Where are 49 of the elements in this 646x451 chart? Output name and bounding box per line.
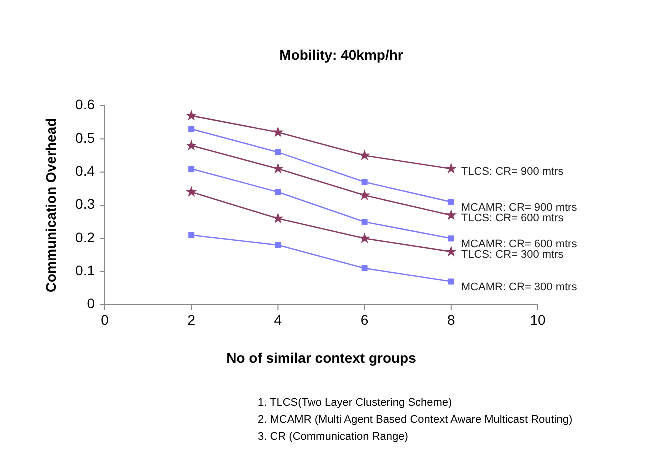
point xyxy=(362,219,368,226)
x-tick-label: 0 xyxy=(101,312,110,328)
x-tick-label: 6 xyxy=(360,312,369,328)
series-label: TLCS: CR= 600 mtrs xyxy=(461,212,564,224)
chart-title: Mobility: 40kmp/hr xyxy=(280,47,404,63)
point xyxy=(446,163,458,174)
point xyxy=(448,236,454,242)
y-tick-label: 0.1 xyxy=(76,262,96,279)
series-label: MCAMR: CR= 900 mtrs xyxy=(461,202,578,214)
y-tick-label: 0.4 xyxy=(76,163,96,180)
point xyxy=(275,149,282,156)
point xyxy=(448,278,454,285)
series-label: MCAMR: CR= 600 mtrs xyxy=(461,238,578,251)
point xyxy=(275,242,282,248)
point xyxy=(275,189,282,196)
x-tick-label: 2 xyxy=(188,312,196,328)
point xyxy=(362,266,368,272)
text: 3. CR (Communication Range) xyxy=(258,431,408,443)
point xyxy=(272,126,284,138)
point xyxy=(446,246,458,257)
series-label: TLCS: CR= 900 mtrs xyxy=(461,166,564,178)
point xyxy=(186,186,198,198)
point xyxy=(359,190,370,200)
point xyxy=(448,199,454,206)
y-axis-title: Communication Overhead xyxy=(43,118,59,293)
x-tick-label: 4 xyxy=(274,312,282,328)
y-tick-label: 0.3 xyxy=(76,196,96,212)
point xyxy=(188,126,195,132)
y-tick-label: 0.6 xyxy=(76,96,96,113)
series-label: TLCS: CR= 300 mtrs xyxy=(461,248,564,261)
point xyxy=(272,163,284,174)
point xyxy=(446,209,458,220)
y-tick-label: 0.5 xyxy=(76,130,96,146)
text: 2. MCAMR (Multi Agent Based Context Aware Multicast Routing) xyxy=(258,414,573,426)
point xyxy=(188,232,195,238)
text: 1. TLCS(Two Layer Clustering Scheme) xyxy=(258,397,452,409)
y-tick-label: 0 xyxy=(87,296,96,312)
y-tick-label: 0.2 xyxy=(76,229,96,246)
x-tick-label: 8 xyxy=(448,312,456,328)
series-label: MCAMR: CR= 300 mtrs xyxy=(461,282,578,294)
point xyxy=(359,232,370,244)
point xyxy=(186,140,198,151)
point xyxy=(272,212,284,224)
x-tick-label: 10 xyxy=(530,312,546,328)
point xyxy=(362,179,368,186)
point xyxy=(359,150,370,161)
point xyxy=(188,166,195,172)
point xyxy=(186,110,198,121)
x-axis-title: No of similar context groups xyxy=(226,350,417,366)
